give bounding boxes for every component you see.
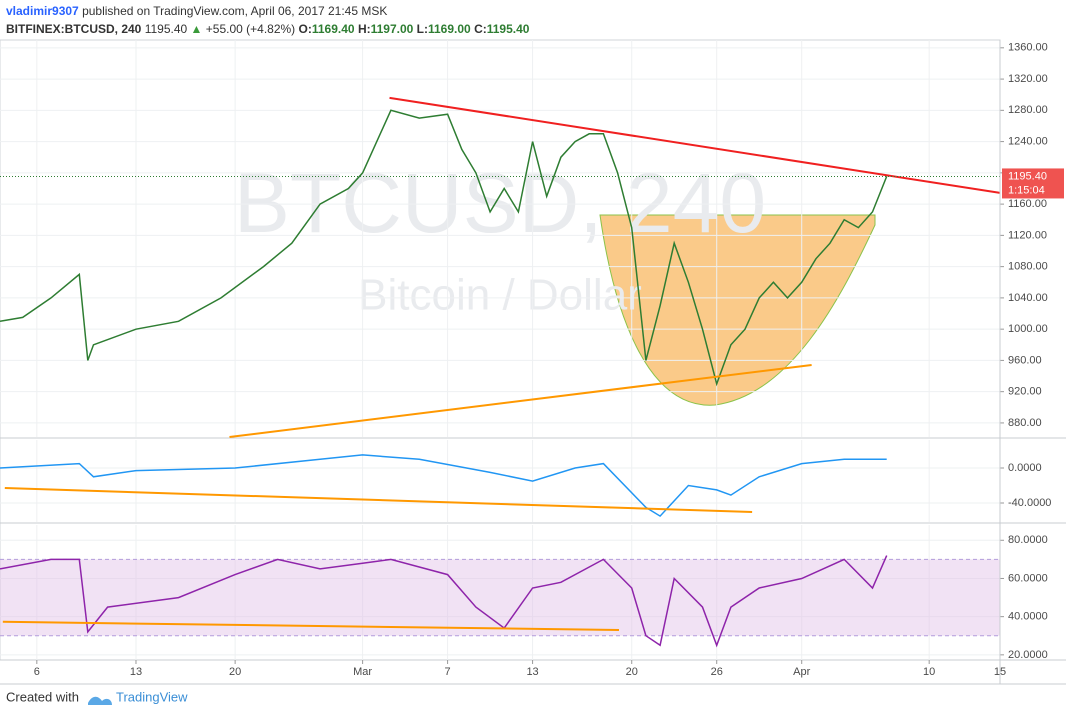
y-tick-label: 960.00 xyxy=(1008,354,1042,366)
l-label: L: xyxy=(416,22,428,36)
y-tick-label: 20.0000 xyxy=(1008,649,1048,661)
y-tick-label: 1000.00 xyxy=(1008,323,1048,335)
x-tick-label: 7 xyxy=(445,666,451,678)
trendline xyxy=(229,363,812,438)
x-tick-label: 13 xyxy=(526,666,538,678)
series-line xyxy=(0,454,887,518)
h-label: H: xyxy=(357,22,371,36)
logo-icon xyxy=(88,696,112,705)
x-tick-label: 13 xyxy=(130,666,142,678)
countdown: 1:15:04 xyxy=(1008,184,1045,196)
x-tick-label: Mar xyxy=(353,666,372,678)
series-line xyxy=(0,109,888,387)
watermark: BTCUSD, 240 xyxy=(234,156,766,250)
last-price-label: 1195.40 xyxy=(1008,170,1047,182)
y-tick-label: -40.0000 xyxy=(1008,497,1051,509)
y-tick-label: 0.0000 xyxy=(1008,462,1042,474)
series-line xyxy=(0,555,888,648)
published: published on TradingView.com, April 06, … xyxy=(82,4,388,18)
watermark-sub: Bitcoin / Dollar xyxy=(358,271,642,320)
symbol: BITFINEX:BTCUSD, 240 xyxy=(6,22,142,36)
footer-text: Created with xyxy=(6,689,79,704)
change: +55.00 (+4.82%) xyxy=(205,22,296,36)
cup-pattern xyxy=(599,214,876,406)
l: 1169.00 xyxy=(428,22,471,36)
y-tick-label: 40.0000 xyxy=(1008,611,1048,623)
x-tick-label: 10 xyxy=(923,666,935,678)
last-price-box xyxy=(1002,168,1064,199)
y-tick-label: 1160.00 xyxy=(1008,198,1047,210)
y-tick-label: 1040.00 xyxy=(1008,292,1048,304)
x-tick-label: Apr xyxy=(793,666,810,678)
o: 1169.40 xyxy=(311,22,355,36)
x-tick-label: 26 xyxy=(711,666,723,678)
x-tick-label: 20 xyxy=(626,666,638,678)
y-tick-label: 60.0000 xyxy=(1008,572,1048,584)
y-tick-label: 920.00 xyxy=(1008,386,1042,398)
y-tick-label: 1080.00 xyxy=(1008,261,1048,273)
y-tick-label: 80.0000 xyxy=(1008,534,1048,546)
trendline xyxy=(389,96,1001,194)
trendline xyxy=(2,620,619,632)
header-line-2: BITFINEX:BTCUSD, 240 1195.40 ▲ +55.00 (+… xyxy=(6,22,529,36)
brand[interactable]: TradingView xyxy=(116,689,188,704)
h: 1197.00 xyxy=(370,22,414,36)
c: 1195.40 xyxy=(486,22,530,36)
o-label: O: xyxy=(298,22,312,36)
y-tick-label: 1280.00 xyxy=(1008,104,1048,116)
y-tick-label: 1120.00 xyxy=(1008,229,1047,241)
y-tick-label: 880.00 xyxy=(1008,417,1042,429)
y-tick-label: 1320.00 xyxy=(1008,73,1048,85)
x-tick-label: 6 xyxy=(34,666,40,678)
header-line-1: vladimir9307 published on TradingView.co… xyxy=(6,4,387,18)
last: 1195.40 xyxy=(144,22,188,36)
plot-frame xyxy=(0,39,1001,661)
y-tick-label: 1240.00 xyxy=(1008,136,1048,148)
arrow: ▲ xyxy=(190,22,203,36)
publisher[interactable]: vladimir9307 xyxy=(6,4,79,18)
x-tick-label: 20 xyxy=(229,666,241,678)
y-tick-label: 1360.00 xyxy=(1008,42,1048,54)
c-label: C: xyxy=(474,22,487,36)
trendline xyxy=(4,487,753,514)
